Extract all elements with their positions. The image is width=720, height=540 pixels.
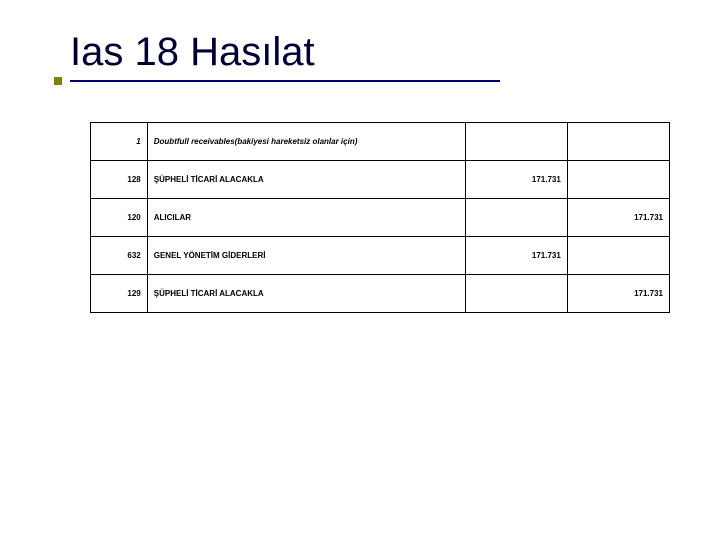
title-block: Ias 18 Hasılat bbox=[70, 30, 670, 82]
entry-code: 128 bbox=[91, 161, 148, 199]
entry-desc: GENEL YÖNETİM GİDERLERİ bbox=[147, 237, 465, 275]
entry-debit: 171.731 bbox=[465, 161, 567, 199]
entry-credit bbox=[567, 123, 669, 161]
entry-code: 632 bbox=[91, 237, 148, 275]
entry-debit bbox=[465, 275, 567, 313]
accounting-table-wrap: 1 Doubtfull receivables(bakiyesi hareket… bbox=[90, 122, 670, 313]
entry-code: 120 bbox=[91, 199, 148, 237]
entry-desc: ŞÜPHELİ TİCARİ ALACAKLA bbox=[147, 161, 465, 199]
entry-credit: 171.731 bbox=[567, 275, 669, 313]
entry-debit bbox=[465, 123, 567, 161]
accounting-table: 1 Doubtfull receivables(bakiyesi hareket… bbox=[90, 122, 670, 313]
page-title: Ias 18 Hasılat bbox=[70, 30, 670, 74]
entry-desc: Doubtfull receivables(bakiyesi hareketsi… bbox=[147, 123, 465, 161]
entry-desc: ŞÜPHELİ TİCARİ ALACAKLA bbox=[147, 275, 465, 313]
table-row: 632 GENEL YÖNETİM GİDERLERİ 171.731 bbox=[91, 237, 670, 275]
title-underline bbox=[70, 80, 500, 82]
entry-debit: 171.731 bbox=[465, 237, 567, 275]
entry-credit bbox=[567, 161, 669, 199]
table-row: 128 ŞÜPHELİ TİCARİ ALACAKLA 171.731 bbox=[91, 161, 670, 199]
table-row: 129 ŞÜPHELİ TİCARİ ALACAKLA 171.731 bbox=[91, 275, 670, 313]
entry-code: 129 bbox=[91, 275, 148, 313]
entry-desc: ALICILAR bbox=[147, 199, 465, 237]
table-row: 1 Doubtfull receivables(bakiyesi hareket… bbox=[91, 123, 670, 161]
entry-debit bbox=[465, 199, 567, 237]
entry-credit: 171.731 bbox=[567, 199, 669, 237]
table-row: 120 ALICILAR 171.731 bbox=[91, 199, 670, 237]
entry-credit bbox=[567, 237, 669, 275]
entry-code: 1 bbox=[91, 123, 148, 161]
slide: Ias 18 Hasılat 1 Doubtfull receivables(b… bbox=[0, 0, 720, 540]
